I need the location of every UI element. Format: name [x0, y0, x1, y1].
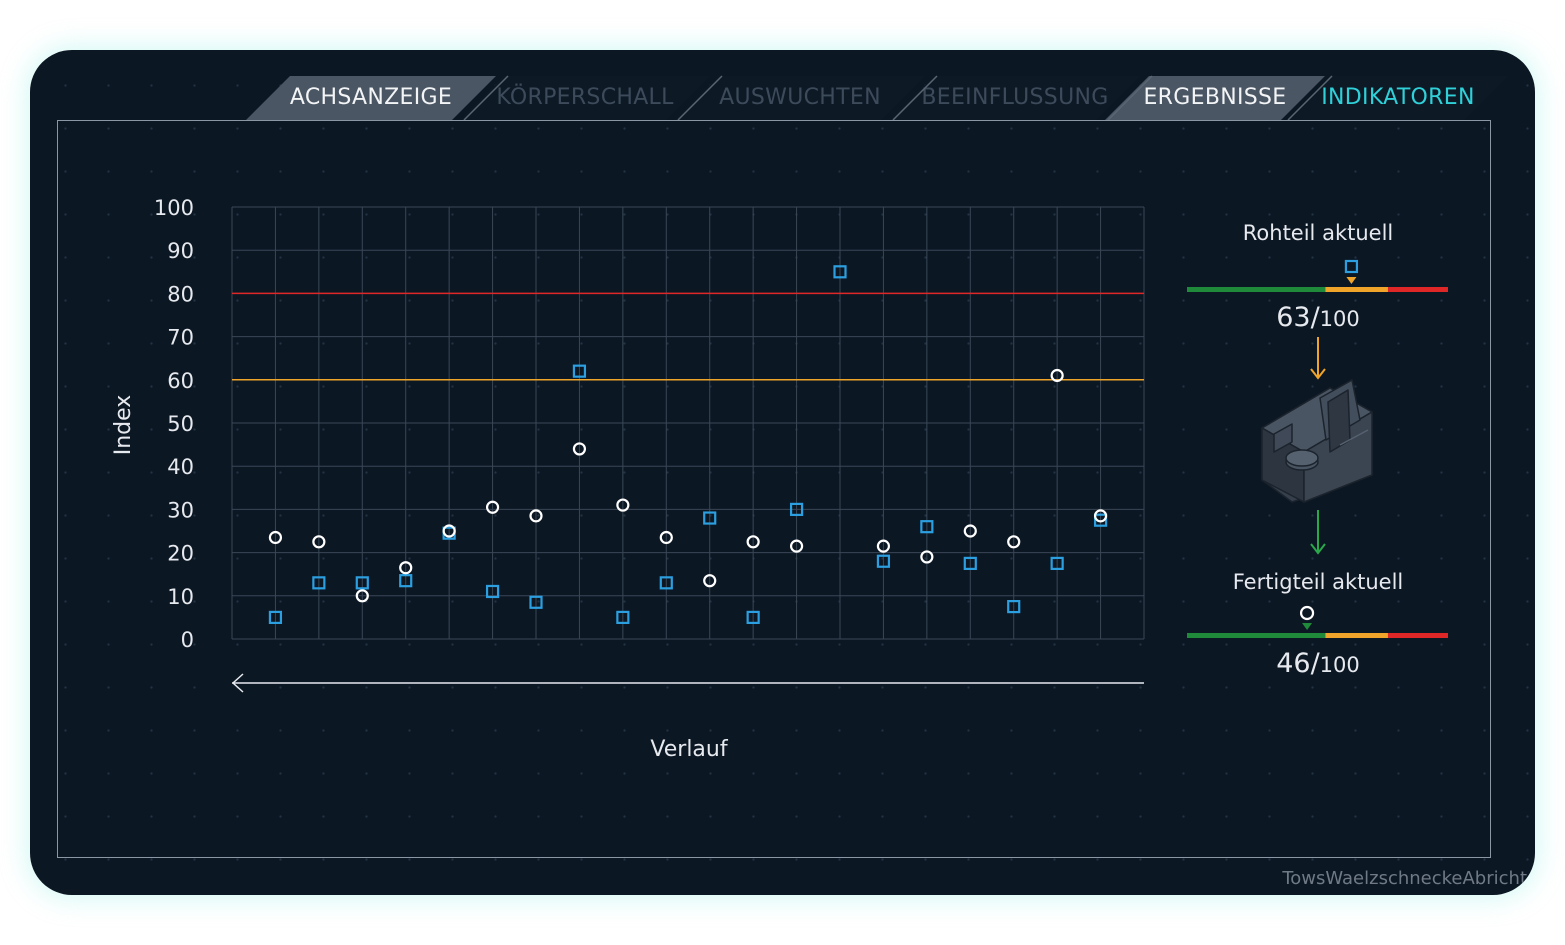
rohteil-point — [485, 584, 500, 599]
y-tick-label: 60 — [167, 369, 194, 393]
rohteil-point — [963, 556, 977, 570]
y-tick-label: 20 — [167, 542, 194, 566]
threshold-lines — [232, 292, 1144, 381]
rohteil-scale-bar — [1187, 287, 1448, 292]
rohteil-point — [789, 502, 804, 516]
fertigteil-circle-icon — [1299, 605, 1315, 621]
rohteil-marker — [1344, 259, 1359, 284]
fertigteil-point — [399, 561, 413, 575]
scale-segment — [1387, 287, 1448, 292]
rohteil-point — [659, 576, 673, 590]
rohteil-point — [399, 574, 413, 588]
pointer-triangle-icon — [1346, 277, 1357, 284]
tab-label: ERGEBNISSE — [1143, 85, 1287, 110]
y-tick-label: 100 — [154, 196, 194, 220]
scale-segment — [1187, 287, 1326, 292]
tab-label: ACHSANZEIGE — [289, 85, 453, 110]
rohteil-value: 63/100 — [1276, 302, 1360, 333]
tab-label: KÖRPERSCHALL — [496, 85, 674, 110]
y-axis-ticks: 0 10 20 30 40 50 60 70 80 90 100 — [154, 196, 194, 652]
tab-achsanzeige[interactable]: ACHSANZEIGE — [246, 76, 496, 120]
fertigteil-point — [789, 539, 804, 553]
rohteil-value-number: 63/ — [1276, 302, 1320, 333]
x-axis-label: Verlauf — [650, 737, 728, 762]
y-tick-label: 80 — [167, 282, 194, 306]
scale-segment — [1325, 633, 1388, 638]
y-tick-label: 30 — [167, 498, 194, 522]
pointer-triangle-icon — [1302, 623, 1313, 630]
rohteil-value-max: 100 — [1320, 307, 1360, 331]
content-panel — [57, 120, 1491, 858]
machine-name-watermark: TowsWaelzschneckeAbricht — [1282, 868, 1527, 889]
fertigteil-point — [746, 535, 760, 549]
direction-arrow — [231, 673, 1144, 693]
rohteil-point — [1007, 599, 1021, 614]
fertigteil-point — [1093, 509, 1108, 523]
tab-auswuchten[interactable]: AUSWUCHTEN — [675, 76, 925, 120]
fertigteil-point — [963, 524, 977, 538]
fertigteil-point — [312, 535, 326, 549]
rohteil-square-icon — [1344, 259, 1359, 274]
hmi-screen: ACHSANZEIGE KÖRPERSCHALL AUSWUCHTEN BEEI… — [30, 50, 1535, 895]
fertigteil-point — [355, 589, 369, 603]
scale-segment — [1325, 287, 1388, 292]
arrow-down-icon — [1310, 510, 1326, 555]
fertigteil-value-number: 46/ — [1276, 648, 1320, 679]
fertigteil-title: Fertigteil aktuell — [1233, 570, 1404, 594]
fertigteil-point — [268, 530, 283, 545]
scale-segment — [1387, 633, 1448, 638]
y-tick-label: 50 — [167, 412, 194, 436]
fertigteil-point — [485, 500, 500, 514]
tab-beeinflussung[interactable]: BEEINFLUSSUNG — [890, 76, 1140, 120]
tab-separators — [463, 75, 1333, 121]
fertigteil-value: 46/100 — [1276, 648, 1360, 679]
data-points — [268, 265, 1108, 625]
rohteil-point — [876, 554, 891, 568]
fertigteil-point — [616, 498, 630, 512]
rohteil-point — [833, 265, 847, 279]
fertigteil-marker — [1299, 605, 1315, 630]
rohteil-point — [268, 610, 283, 625]
y-tick-label: 40 — [167, 455, 194, 479]
scale-segment — [1187, 633, 1326, 638]
scatter-chart: 0 10 20 30 40 50 60 70 80 90 100 Verlauf Index — [111, 196, 1145, 762]
fertigteil-point — [1007, 535, 1021, 549]
rohteil-title: Rohteil aktuell — [1243, 221, 1393, 245]
tab-label: BEEINFLUSSUNG — [921, 85, 1109, 110]
tab-label: INDIKATOREN — [1321, 85, 1475, 110]
rohteil-point — [616, 610, 630, 625]
workpiece-3d-icon — [1261, 379, 1373, 503]
rohteil-point — [746, 610, 760, 625]
fertigteil-point — [659, 530, 673, 545]
rohteil-point — [920, 520, 934, 534]
rohteil-point — [703, 511, 717, 525]
tab-label: AUSWUCHTEN — [719, 85, 881, 110]
rohteil-point — [355, 576, 369, 590]
rohteil-point — [1093, 513, 1108, 527]
y-tick-label: 70 — [167, 326, 194, 350]
rohteil-point — [572, 364, 587, 378]
fertigteil-scale-bar — [1187, 633, 1448, 638]
rohteil-point — [312, 576, 326, 590]
rohteil-point — [1050, 556, 1064, 570]
y-tick-label: 0 — [181, 628, 194, 652]
y-axis-label: Index — [111, 395, 136, 456]
y-tick-label: 90 — [167, 239, 194, 263]
fertigteil-value-max: 100 — [1320, 653, 1360, 677]
fertigteil-point — [442, 524, 456, 538]
fertigteil-point — [920, 550, 934, 564]
fertigteil-point — [572, 442, 587, 456]
fertigteil-point — [876, 539, 891, 553]
fertigteil-point — [703, 574, 717, 588]
indicator-panel: Rohteil aktuell 63/100 Fertigteil aktu — [1187, 221, 1448, 679]
arrow-down-icon — [1310, 337, 1326, 380]
y-tick-label: 10 — [167, 585, 194, 609]
rohteil-point — [529, 595, 543, 609]
fertigteil-point — [529, 509, 543, 523]
fertigteil-point — [1050, 368, 1064, 383]
